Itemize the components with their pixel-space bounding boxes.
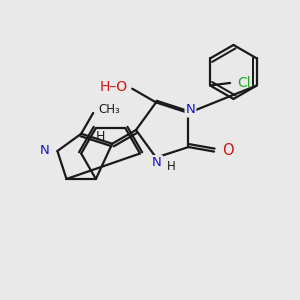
- Text: N: N: [40, 143, 50, 157]
- Text: H: H: [96, 130, 105, 143]
- Text: N: N: [152, 156, 162, 169]
- Text: H–O: H–O: [100, 80, 128, 94]
- Text: H: H: [167, 160, 176, 172]
- Text: Cl: Cl: [238, 76, 251, 90]
- Text: O: O: [222, 143, 234, 158]
- Text: CH₃: CH₃: [98, 103, 120, 116]
- Text: N: N: [186, 103, 195, 116]
